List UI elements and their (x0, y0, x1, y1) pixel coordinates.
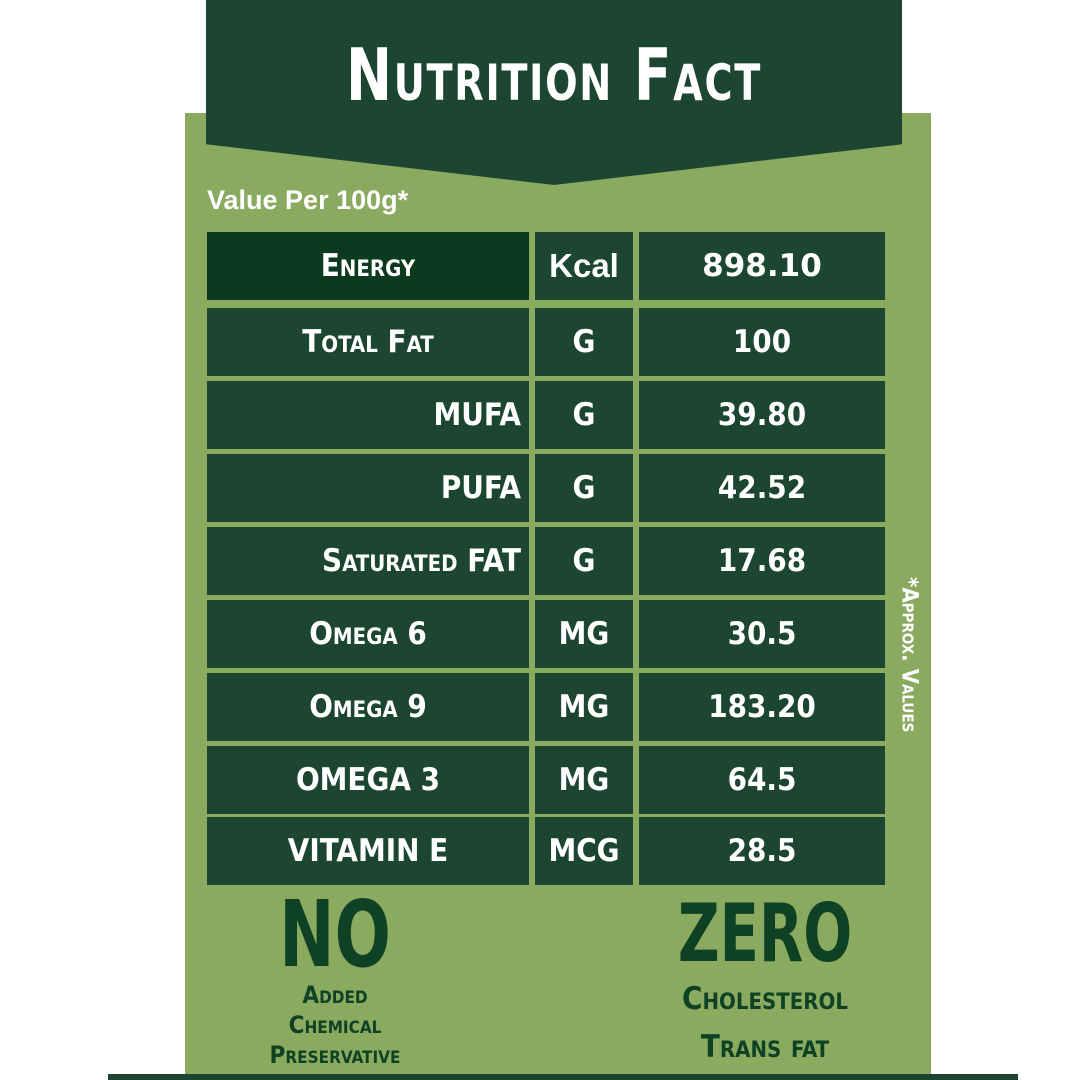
badge-line: Cholesterol (682, 981, 848, 1017)
table-row: MUFA G 39.80 (205, 379, 887, 451)
table-row: Energy Kcal 898.10 (205, 230, 887, 302)
no-added-preservative-text: Added Chemical Preservative (220, 980, 450, 1070)
nutrient-value: 183.20 (639, 673, 885, 741)
nutrient-unit: Kcal (535, 232, 633, 300)
badge-line: Added (302, 981, 368, 1009)
nutrient-unit: G (535, 527, 633, 595)
nutrient-value: 898.10 (639, 232, 885, 300)
table-row: PUFA G 42.52 (205, 452, 887, 524)
nutrient-name: Total Fat (207, 308, 529, 376)
nutrient-unit: G (535, 308, 633, 376)
table-row: VITAMIN E MCG 28.5 (205, 815, 887, 887)
approx-values-note: *Approx. Values (889, 545, 929, 765)
table-row: Saturated FAT G 17.68 (205, 525, 887, 597)
zero-cholesterol-text: Cholesterol Trans fat (630, 975, 900, 1071)
table-row: Total Fat G 100 (205, 306, 887, 378)
nutrient-unit: MG (535, 600, 633, 668)
nutrient-value: 17.68 (639, 527, 885, 595)
serving-label: Value Per 100g* (207, 185, 409, 215)
badge-line: Preservative (269, 1041, 401, 1069)
nutrient-name: MUFA (207, 381, 529, 449)
nutrient-value: 64.5 (639, 746, 885, 814)
nutrient-value: 39.80 (639, 381, 885, 449)
bottom-divider (108, 1074, 1018, 1080)
nutrient-name: VITAMIN E (207, 817, 529, 885)
no-headline: NO (279, 881, 391, 988)
badge-line: Chemical (288, 1011, 382, 1039)
approx-values-text: *Approx. Values (896, 577, 922, 733)
nutrient-unit: MG (535, 673, 633, 741)
nutrient-name: Energy (207, 232, 529, 300)
title-banner (206, 0, 902, 185)
nutrient-unit: MCG (535, 817, 633, 885)
nutrient-name: Omega 6 (207, 600, 529, 668)
nutrient-unit: MG (535, 746, 633, 814)
badge-line: Trans fat (700, 1029, 830, 1065)
nutrient-value: 30.5 (639, 600, 885, 668)
nutrient-name: Saturated FAT (207, 527, 529, 595)
nutrient-name: OMEGA 3 (207, 746, 529, 814)
nutrient-name: Omega 9 (207, 673, 529, 741)
nutrient-unit: G (535, 381, 633, 449)
nutrient-value: 42.52 (639, 454, 885, 522)
nutrient-value: 28.5 (639, 817, 885, 885)
table-row: Omega 6 MG 30.5 (205, 598, 887, 670)
table-row: Omega 9 MG 183.20 (205, 671, 887, 743)
nutrient-name: PUFA (207, 454, 529, 522)
zero-headline: ZERO (677, 887, 853, 980)
table-row: OMEGA 3 MG 64.5 (205, 744, 887, 816)
nutrient-unit: G (535, 454, 633, 522)
nutrient-value: 100 (639, 308, 885, 376)
page-title: Nutrition Fact (346, 33, 762, 117)
